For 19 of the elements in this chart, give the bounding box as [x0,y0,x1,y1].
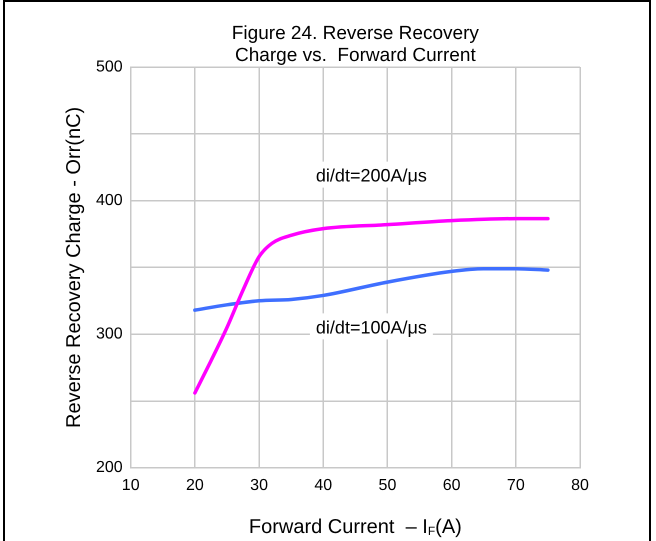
y-tick-label: 500 [96,58,123,76]
line-series [193,266,550,312]
y-axis-title: Reverse Recovery Charge - Orr(nC) [63,106,85,428]
y-tick-label: 400 [96,192,123,210]
x-tick-label: 40 [314,476,332,494]
y-tick-label: 200 [96,459,123,476]
series-label: di/dt=100A/μs [316,317,427,338]
y-tick-label: 300 [96,326,123,343]
x-tick-label: 20 [186,476,204,494]
x-tick-label: 30 [250,476,268,494]
line-series [193,216,550,395]
text: di/dt=200A/μs [316,166,427,186]
x-tick-label: 60 [442,476,461,494]
chart-title: Figure 24. Reverse Recovery Charge vs. Forward Current [232,23,480,66]
x-axis-title: Forward Current – IF(A) [248,516,462,538]
x-tick-label: 10 [122,476,140,494]
x-tick-label: 80 [571,476,589,494]
x-tick-label: 70 [506,476,525,494]
x-tick-label: 50 [378,476,396,494]
